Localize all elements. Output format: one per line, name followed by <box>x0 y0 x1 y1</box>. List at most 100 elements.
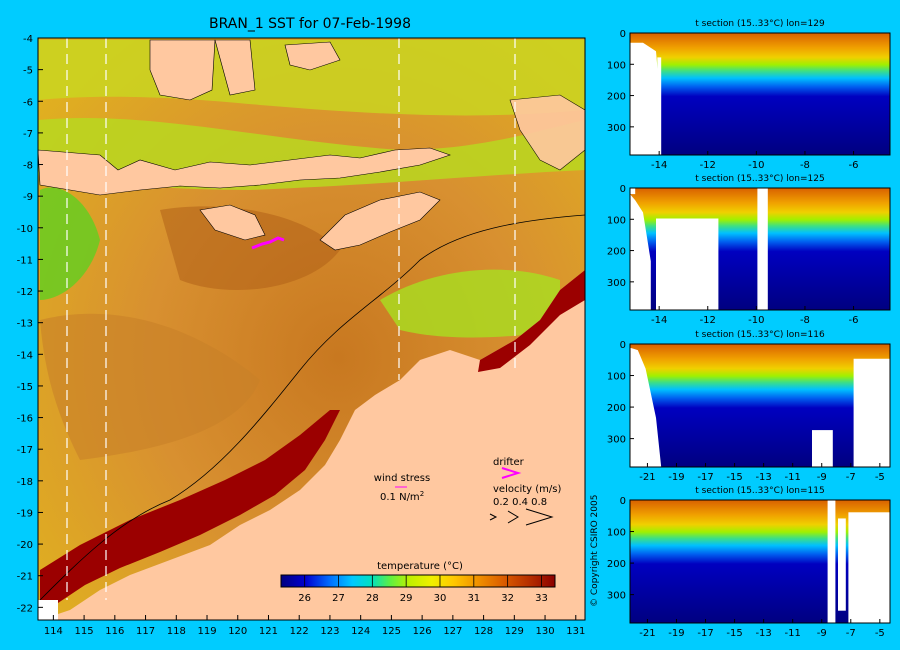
section-y-tick-label: 0 <box>620 496 626 507</box>
map-y-tick-label: -15 <box>17 382 33 393</box>
section-x-tick-label: -21 <box>639 472 655 483</box>
section-bathymetry <box>848 512 890 623</box>
wind-stress-value: 0.1 N/m <box>380 492 420 503</box>
map-x-tick-label: 117 <box>136 626 155 637</box>
section-bathymetry <box>630 33 659 155</box>
section-y-tick-label: 200 <box>607 247 626 258</box>
map-y-tick-label: -21 <box>17 572 33 583</box>
section-x-tick-label: -10 <box>748 315 764 326</box>
section-x-tick-label: -13 <box>755 628 771 639</box>
section-x-tick-label: -12 <box>700 160 716 171</box>
map-x-tick-label: 127 <box>443 626 462 637</box>
map-x-tick-label: 116 <box>105 626 124 637</box>
section-x-tick-label: -5 <box>875 472 885 483</box>
section-x-tick-label: -5 <box>875 628 885 639</box>
colorbar-gradient <box>280 574 556 588</box>
section-x-tick-label: -19 <box>668 472 684 483</box>
map-y-tick-label: -19 <box>17 508 33 519</box>
map-y-tick-label: -7 <box>23 129 33 140</box>
map-y-tick-label: -22 <box>17 603 33 614</box>
colorbar-tick-label: 29 <box>400 593 413 604</box>
section-field <box>630 33 890 155</box>
section-field <box>630 500 890 623</box>
section-x-tick-label: -15 <box>726 628 742 639</box>
colorbar-tick-label: 27 <box>332 593 345 604</box>
section-bathymetry <box>657 57 662 155</box>
section-x-tick-label: -21 <box>639 628 655 639</box>
map-y-tick-label: -4 <box>23 34 33 45</box>
map-x-tick-label: 122 <box>290 626 309 637</box>
section-bathymetry <box>827 500 836 623</box>
drifter-label: drifter <box>493 457 525 468</box>
section-bathymetry <box>630 188 636 195</box>
section-bathymetry <box>656 218 719 310</box>
colorbar-tick-label: 28 <box>366 593 379 604</box>
map-x-tick-label: 130 <box>536 626 555 637</box>
wind-stress-label: wind stress <box>374 473 430 484</box>
section-field <box>630 344 890 467</box>
section-panel: t section (15..33°C) lon=129 -14 -12 -10 -8 -… <box>607 19 891 171</box>
map-y-tick-label: -12 <box>17 287 33 298</box>
section-bathymetry <box>630 188 651 310</box>
map-y-tick-label: -20 <box>17 540 33 551</box>
map-x-tick-label: 129 <box>505 626 524 637</box>
section-y-tick-label: 200 <box>607 92 626 103</box>
section-y-tick-label: 0 <box>620 29 626 40</box>
section-title: t section (15..33°C) lon=116 <box>695 330 825 340</box>
section-panel: t section (15..33°C) lon=116 -21 -19 -17 -15… <box>607 330 891 483</box>
section-x-tick-label: -15 <box>726 472 742 483</box>
map-y-tick-label: -16 <box>17 414 33 425</box>
section-x-tick-label: -9 <box>817 628 827 639</box>
drifter-arrow-icon <box>501 467 522 479</box>
section-x-tick-label: -9 <box>817 472 827 483</box>
velocity-label: velocity (m/s) <box>493 484 561 495</box>
section-bathymetry <box>853 358 890 467</box>
velocity-arrows-icon <box>489 508 554 526</box>
section-y-tick-label: 300 <box>607 123 626 134</box>
map-x-tick-label: 120 <box>228 626 247 637</box>
map-x-tick-label: 124 <box>351 626 370 637</box>
map-x-tick-labels: 114 115 116 117 118 119 120 121 122 123 124 125 126 1… <box>44 615 585 637</box>
velocity-scale-values: 0.2 0.4 0.8 <box>493 497 547 508</box>
section-title: t section (15..33°C) lon=129 <box>695 19 825 29</box>
map-y-tick-label: -6 <box>23 97 33 108</box>
map-x-tick-label: 131 <box>566 626 585 637</box>
svg-text:0.1 N/m2: 0.1 N/m2 <box>380 490 424 503</box>
section-x-tick-label: -12 <box>700 315 716 326</box>
section-x-tick-label: -11 <box>785 628 801 639</box>
colorbar: temperature (°C) 26 27 28 29 30 31 32 33 <box>280 561 556 604</box>
map-y-tick-label: -8 <box>23 161 33 172</box>
section-y-tick-label: 0 <box>620 340 626 351</box>
section-x-tick-label: -6 <box>849 315 859 326</box>
section-y-tick-label: 300 <box>607 278 626 289</box>
map-x-tick-label: 114 <box>44 626 63 637</box>
section-x-tick-label: -14 <box>651 160 667 171</box>
section-x-tick-label: -14 <box>651 315 667 326</box>
section-bathymetry <box>838 518 846 611</box>
section-bathymetry <box>757 188 768 310</box>
section-title: t section (15..33°C) lon=125 <box>695 174 824 184</box>
section-y-tick-label: 200 <box>607 403 626 414</box>
map-x-tick-label: 128 <box>474 626 493 637</box>
colorbar-tick-label: 33 <box>535 593 548 604</box>
section-y-tick-label: 100 <box>607 528 626 539</box>
sst-field <box>38 38 585 620</box>
section-bathymetry <box>812 430 833 467</box>
section-x-tick-label: -11 <box>785 472 801 483</box>
section-y-tick-label: 300 <box>607 591 626 602</box>
section-x-tick-label: -7 <box>846 628 856 639</box>
wind-stress-exponent: 2 <box>420 490 424 498</box>
section-x-tick-label: -10 <box>748 160 764 171</box>
map-x-tick-label: 115 <box>75 626 94 637</box>
map-y-tick-label: -9 <box>23 192 33 203</box>
section-panel: t section (15..33°C) lon=125 -14 -12 -10 -8 -… <box>607 174 891 326</box>
colorbar-tick-label: 26 <box>298 593 311 604</box>
colorbar-tick-label: 30 <box>434 593 447 604</box>
map-y-tick-label: -5 <box>23 66 33 77</box>
map-y-tick-label: -18 <box>17 477 33 488</box>
map-x-tick-label: 123 <box>320 626 339 637</box>
map-x-tick-label: 125 <box>382 626 401 637</box>
section-x-tick-label: -8 <box>800 160 810 171</box>
section-x-tick-label: -13 <box>755 472 771 483</box>
map-y-tick-label: -14 <box>17 350 33 361</box>
